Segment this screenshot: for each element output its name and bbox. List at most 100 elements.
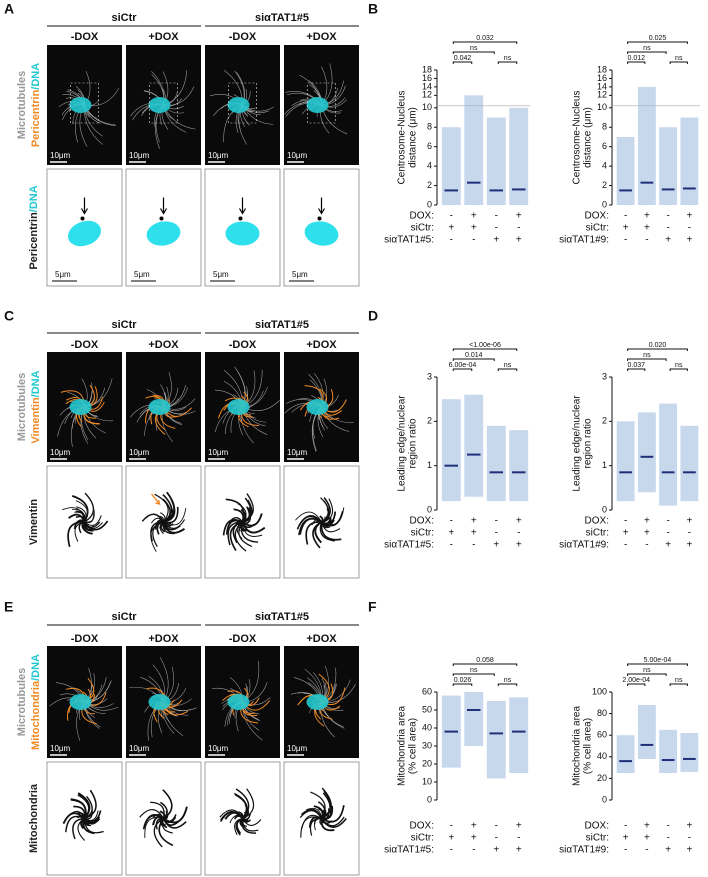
y-tick-label: 4 [602, 160, 607, 170]
p-value: ns [643, 352, 651, 359]
dot-cloud [486, 117, 506, 205]
significance-bracket [452, 358, 495, 361]
scale-label: 10μm [50, 448, 71, 457]
p-value: ns [643, 45, 651, 52]
stain [228, 517, 244, 524]
group-header: siαTAT1#5 [255, 319, 309, 331]
y-tick-label: 16 [422, 73, 432, 83]
condition-row-label: siαTAT1#9: [559, 845, 609, 856]
y-tick-label: 30 [422, 740, 432, 750]
y-tick-label: 20 [422, 758, 432, 768]
stain [305, 521, 322, 545]
stain [299, 810, 323, 819]
condition-row-label: siCtr: [586, 528, 609, 539]
condition-sign: + [493, 845, 499, 856]
condition-sign: - [472, 235, 475, 246]
stain [162, 816, 177, 824]
side-label: Mitochondria [28, 783, 40, 853]
stain [152, 816, 164, 826]
condition-row-label: DOX: [410, 821, 434, 832]
p-value: 2.00e-04 [622, 677, 650, 684]
condition-sign: - [450, 235, 453, 246]
condition-sign: + [644, 821, 650, 832]
stain [65, 815, 85, 833]
nucleus [306, 694, 329, 710]
condition-sign: - [624, 516, 627, 527]
condition-sign: - [495, 821, 498, 832]
stain [237, 503, 247, 523]
nucleus [69, 97, 92, 113]
y-tick-label: 6 [427, 141, 432, 151]
stain [84, 810, 93, 820]
condition-sign: - [666, 211, 669, 222]
stain [84, 512, 95, 524]
dot-cloud [616, 421, 635, 502]
condition-sign: + [448, 528, 454, 539]
condition-sign: + [516, 821, 522, 832]
side-label-part: Pericentrin [28, 212, 40, 270]
dot-cloud [616, 735, 635, 773]
stain [298, 517, 322, 536]
side-label-part: Microtubules [16, 71, 28, 139]
y-tick-label: 20 [597, 773, 607, 783]
stain [229, 521, 243, 551]
nucleus [148, 399, 171, 415]
stain [73, 520, 85, 530]
dot-cloud [659, 127, 678, 205]
y-tick-label: 40 [597, 751, 607, 761]
scale-label: 5μm [134, 270, 150, 279]
stain [84, 515, 102, 526]
significance-bracket [497, 683, 518, 686]
condition-sign: + [686, 235, 692, 246]
group-header: siCtr [111, 12, 137, 24]
condition-label: -DOX [229, 633, 257, 645]
stain [163, 519, 186, 529]
condition-sign: + [471, 833, 477, 844]
condition-sign: - [666, 528, 669, 539]
condition-sign: + [686, 540, 692, 551]
condition-sign: - [666, 516, 669, 527]
p-value: ns [470, 45, 478, 52]
dot-cloud [509, 430, 529, 502]
stain [320, 816, 345, 827]
arrow [238, 197, 247, 215]
significance-bracket [452, 41, 518, 44]
y-tick-label: 2 [427, 416, 432, 426]
significance-bracket [627, 61, 646, 64]
condition-label: -DOX [71, 633, 99, 645]
y-tick-label: 2 [602, 416, 607, 426]
side-label-part: Vimentin [28, 499, 40, 546]
side-label-part: Pericentrin [30, 89, 42, 147]
condition-sign: - [517, 528, 520, 539]
dot-cloud [464, 692, 484, 746]
side-label-part: /DNA [28, 185, 40, 212]
condition-label: -DOX [229, 339, 257, 351]
p-value: ns [675, 55, 683, 62]
y-tick-label: 10 [597, 102, 607, 112]
nucleus [304, 221, 339, 246]
y-tick-label: 0 [602, 199, 607, 209]
y-tick-label: 12 [597, 90, 607, 100]
stain [77, 794, 90, 819]
significance-bracket [497, 61, 518, 64]
p-value: 0.025 [649, 35, 667, 42]
stain [301, 814, 322, 830]
y-tick-label: 18 [597, 64, 607, 74]
stain [321, 805, 345, 823]
y-tick-label: 100 [592, 686, 607, 696]
condition-sign: - [495, 833, 498, 844]
p-value: 0.012 [627, 55, 645, 62]
stain [77, 818, 86, 841]
stain [83, 818, 101, 825]
stain [162, 498, 171, 523]
side-label-part: /DNA [30, 370, 42, 397]
stain [72, 817, 85, 840]
scale-label: 10μm [50, 151, 71, 160]
condition-sign: + [471, 516, 477, 527]
condition-sign: - [688, 528, 691, 539]
condition-sign: - [624, 845, 627, 856]
condition-row-label: DOX: [410, 516, 434, 527]
y-tick-label: 2 [602, 180, 607, 190]
y-axis-label: distance (μm) [583, 107, 594, 168]
zoom-box [228, 82, 257, 124]
